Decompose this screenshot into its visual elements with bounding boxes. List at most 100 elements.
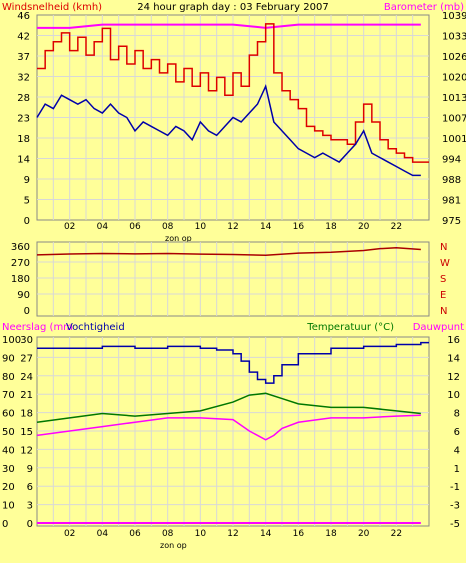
humidity-series xyxy=(36,341,429,524)
x-tick-label: 08 xyxy=(162,222,174,232)
x-tick-label: 12 xyxy=(227,222,238,232)
x-tick-label: 12 xyxy=(227,529,238,539)
y-tick-label: 32 xyxy=(17,73,30,84)
y-tick-label: 5 xyxy=(24,196,30,207)
x-tick-label: 04 xyxy=(97,222,109,232)
y-tick-label: 90 xyxy=(2,353,15,364)
y-tick-label: 988 xyxy=(442,175,461,186)
humidity-temperature-panel: Neerslag (mm Vochtigheid Temperatuur (°C… xyxy=(2,322,464,550)
y-tick-label: 1026 xyxy=(442,52,466,63)
y-tick-label: W xyxy=(440,258,450,269)
x-tick-label: 14 xyxy=(260,529,272,539)
y-tick-label: 1013 xyxy=(442,93,466,104)
y-tick-label: 30 xyxy=(20,335,33,346)
wind-x-ticks: 02 04 06 08 10 12 14 16 18 20 22 xyxy=(64,222,402,232)
dewpoint-line xyxy=(36,414,421,441)
y-tick-label: 1020 xyxy=(442,73,466,84)
y-tick-label: 20 xyxy=(2,482,15,493)
y-tick-label: N xyxy=(440,306,447,317)
y-tick-label: 1033 xyxy=(442,32,466,43)
wind-left-ticks: 46 42 37 32 28 23 18 14 9 5 0 xyxy=(17,11,30,227)
direction-series xyxy=(36,247,421,256)
y-tick-label: 8 xyxy=(454,409,460,420)
y-tick-label: 100 xyxy=(2,335,21,346)
y-tick-label: 70 xyxy=(2,390,15,401)
y-tick-label: 0 xyxy=(24,216,30,227)
y-tick-label: -5 xyxy=(450,519,460,530)
y-tick-label: 10 xyxy=(447,390,460,401)
y-tick-label: 1039 xyxy=(442,11,466,22)
y-tick-label: 4 xyxy=(454,445,460,456)
y-tick-label: S xyxy=(440,274,446,285)
y-tick-label: 27 xyxy=(20,353,33,364)
y-tick-label: 1007 xyxy=(442,114,466,125)
y-tick-label: 6 xyxy=(27,482,33,493)
x-tick-label: 10 xyxy=(195,529,207,539)
y-tick-label: 80 xyxy=(2,372,15,383)
y-tick-label: 18 xyxy=(20,409,33,420)
y-tick-label: 46 xyxy=(17,11,30,22)
x-tick-label: 16 xyxy=(293,529,305,539)
sunrise-label-bottom: zon op xyxy=(160,541,187,550)
sunrise-label-top: zon op xyxy=(165,234,192,243)
x-tick-label: 14 xyxy=(260,222,272,232)
y-tick-label: 12 xyxy=(20,445,33,456)
temperature-right-ticks: 16 14 12 10 8 6 4 1 -1 -3 -5 xyxy=(447,335,460,530)
barometer-line xyxy=(37,23,421,29)
y-tick-label: 14 xyxy=(17,155,30,166)
y-tick-label: 9 xyxy=(27,464,33,475)
y-tick-label: N xyxy=(440,242,447,253)
x-tick-label: 04 xyxy=(97,529,109,539)
y-tick-label: 23 xyxy=(17,114,30,125)
y-tick-label: 270 xyxy=(11,258,30,269)
wind-series xyxy=(36,23,429,177)
barometer-right-ticks: 1039 1033 1026 1020 1013 1007 1001 994 988 981 975 xyxy=(442,11,466,227)
x-tick-label: 20 xyxy=(358,529,370,539)
y-tick-label: 180 xyxy=(11,274,30,285)
temperature-line xyxy=(36,392,421,423)
y-tick-label: 16 xyxy=(447,335,460,346)
y-tick-label: 3 xyxy=(27,501,33,512)
dewpoint-axis-label: Dauwpunt xyxy=(413,322,464,333)
wind-speed-line xyxy=(37,23,429,163)
y-tick-label: -1 xyxy=(450,482,460,493)
x-tick-label: 22 xyxy=(391,222,402,232)
x-tick-label: 18 xyxy=(325,222,337,232)
y-tick-label: 14 xyxy=(447,353,460,364)
direction-left-ticks: 360 270 180 90 0 xyxy=(11,242,30,317)
x-tick-label: 16 xyxy=(293,222,305,232)
y-tick-label: -3 xyxy=(450,501,460,512)
y-tick-label: 360 xyxy=(11,242,30,253)
y-tick-label: 975 xyxy=(442,216,461,227)
y-tick-label: 0 xyxy=(24,306,30,317)
x-tick-label: 20 xyxy=(358,222,370,232)
wind-axis-label: Windsnelheid (kmh) xyxy=(2,2,102,13)
x-tick-label: 18 xyxy=(325,529,337,539)
y-tick-label: 15 xyxy=(20,427,33,438)
y-tick-label: 981 xyxy=(442,196,461,207)
wind-average-line xyxy=(36,83,421,177)
y-tick-label: 12 xyxy=(447,372,460,383)
x-tick-label: 06 xyxy=(129,529,141,539)
y-tick-label: 1 xyxy=(454,464,460,475)
y-tick-label: 37 xyxy=(17,52,30,63)
direction-grid xyxy=(37,242,429,316)
y-tick-label: 6 xyxy=(454,427,460,438)
wind-barometer-panel: Windsnelheid (kmh) 24 hour graph day : 0… xyxy=(2,2,466,243)
y-tick-label: 9 xyxy=(24,175,30,186)
x-tick-label: 02 xyxy=(64,529,75,539)
y-tick-label: 90 xyxy=(17,290,30,301)
x-tick-label: 06 xyxy=(129,222,141,232)
y-tick-label: 28 xyxy=(17,93,30,104)
y-tick-label: 994 xyxy=(442,155,461,166)
y-tick-label: 24 xyxy=(20,372,33,383)
y-tick-label: 18 xyxy=(17,134,30,145)
y-tick-label: 40 xyxy=(2,445,15,456)
y-tick-label: 1001 xyxy=(442,134,466,145)
x-tick-label: 02 xyxy=(64,222,75,232)
